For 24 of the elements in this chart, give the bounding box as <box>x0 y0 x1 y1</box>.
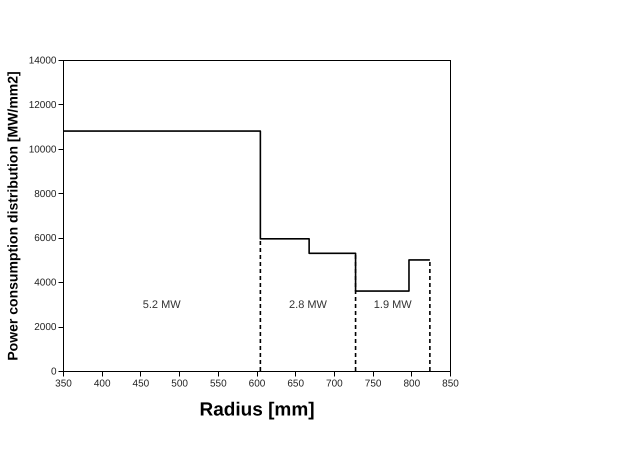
x-tick-label: 650 <box>287 378 304 390</box>
y-tick-label: 0 <box>50 366 57 378</box>
y-tick-label: 4000 <box>34 278 57 289</box>
y-tick-label: 12000 <box>28 100 57 111</box>
x-tick-label: 800 <box>403 378 421 390</box>
x-tick-label: 450 <box>132 378 150 390</box>
x-tick-label: 700 <box>326 378 344 390</box>
y-tick-label: 6000 <box>34 233 57 244</box>
y-axis-title: Power consumption distribution [MW/mm2] <box>4 71 21 361</box>
x-axis-title: Radius [mm] <box>199 400 315 420</box>
x-tick-label: 550 <box>210 378 228 390</box>
annotation: 1.9 MW <box>374 299 412 311</box>
x-tick-label: 350 <box>55 378 72 390</box>
y-tick-label: 10000 <box>28 144 57 156</box>
x-tick-label: 750 <box>364 378 382 390</box>
x-tick-label: 400 <box>94 378 111 390</box>
annotation: 5.2 MW <box>142 299 182 311</box>
y-tick-label: 2000 <box>34 322 57 334</box>
x-tick-label: 850 <box>442 378 460 390</box>
y-tick-label: 14000 <box>28 56 57 66</box>
y-tick-label: 8000 <box>34 188 57 200</box>
annotation: 2.8 MW <box>289 299 328 311</box>
x-tick-label: 500 <box>171 378 188 390</box>
x-tick-label: 600 <box>248 378 266 390</box>
